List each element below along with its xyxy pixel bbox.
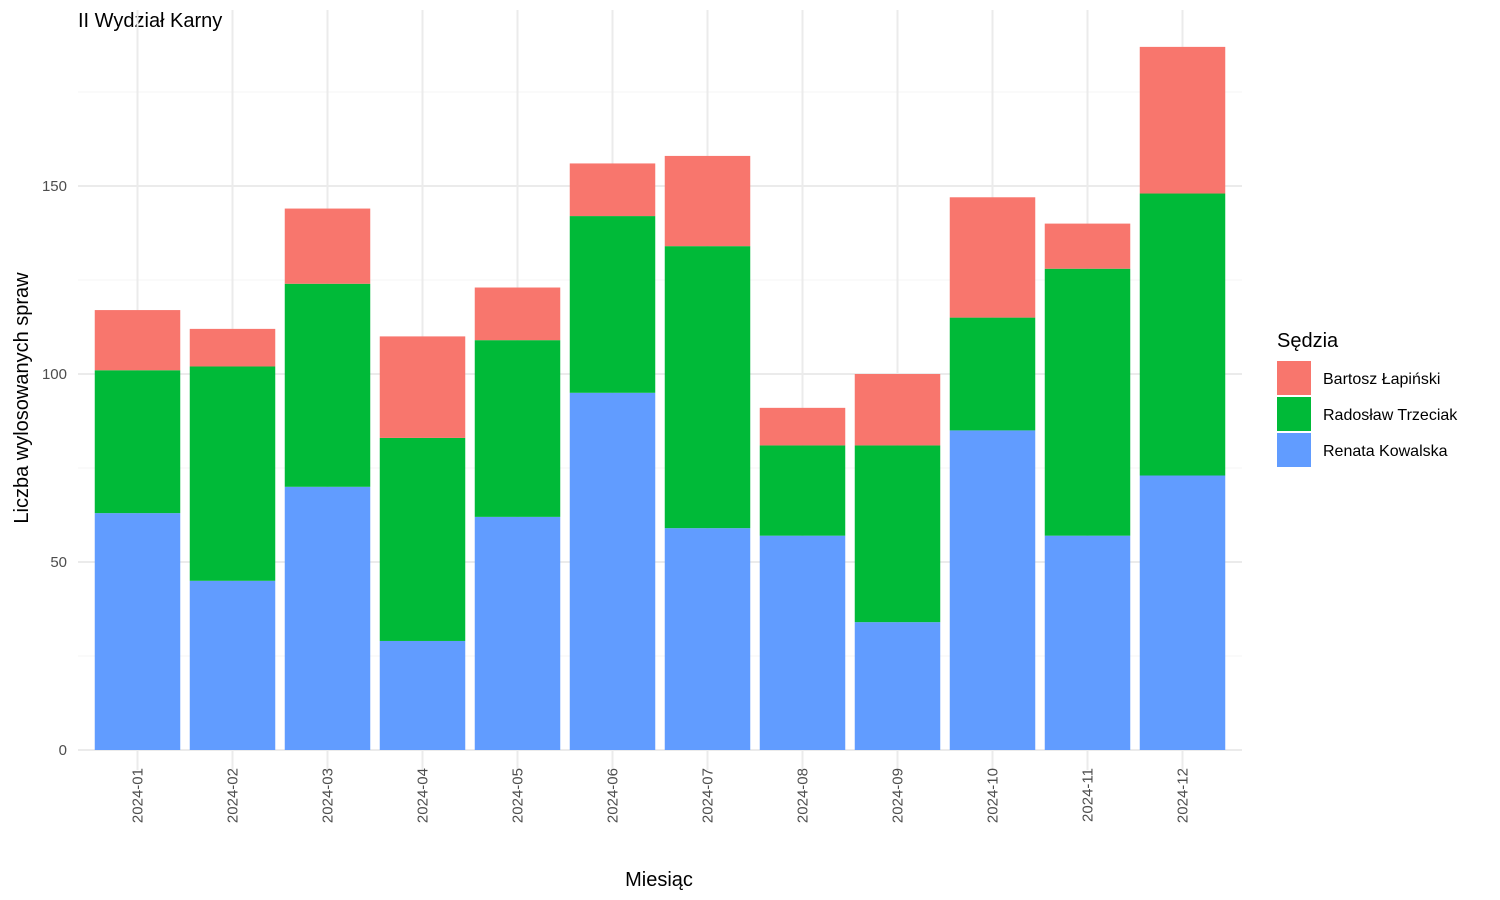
bar-bartosz-apin-ski — [379, 336, 466, 438]
x-tick-label: 2024-06 — [605, 768, 622, 823]
bar-renata-kowalska — [1044, 535, 1131, 750]
bar-bartosz-apin-ski — [1139, 46, 1226, 194]
x-tick-label: 2024-02 — [225, 768, 242, 823]
bar-bartosz-apin-ski — [189, 328, 276, 367]
chart-title: II Wydział Karny — [78, 10, 222, 32]
bar-bartosz-apin-ski — [284, 208, 371, 284]
bar-rados-aw-trzeciak — [854, 445, 941, 623]
legend-label: Bartosz Łapiński — [1323, 371, 1440, 388]
bar-rados-aw-trzeciak — [1044, 268, 1131, 536]
bar-rados-aw-trzeciak — [664, 246, 751, 529]
bar-rados-aw-trzeciak — [189, 366, 276, 581]
x-axis-ticks: 2024-01 2024-02 2024-03 2024-04 2024-05 2024-… — [130, 768, 1192, 823]
legend-swatch — [1277, 361, 1311, 395]
x-tick-label: 2024-03 — [320, 768, 337, 823]
bar-renata-kowalska — [284, 486, 371, 750]
y-tick-label: 150 — [42, 178, 67, 195]
legend-swatch — [1277, 433, 1311, 467]
bar-bartosz-apin-ski — [569, 163, 656, 217]
bar-rados-aw-trzeciak — [474, 340, 561, 517]
bar-rados-aw-trzeciak — [284, 283, 371, 487]
bar-rados-aw-trzeciak — [569, 216, 656, 393]
bar-bartosz-apin-ski — [474, 287, 561, 341]
bar-bartosz-apin-ski — [759, 407, 846, 446]
x-tick-label: 2024-04 — [415, 768, 432, 823]
bar-rados-aw-trzeciak — [949, 317, 1036, 431]
bar-bartosz-apin-ski — [1044, 223, 1131, 269]
bar-renata-kowalska — [474, 516, 561, 750]
legend-title: Sędzia — [1277, 330, 1339, 352]
bar-rados-aw-trzeciak — [759, 445, 846, 536]
x-tick-label: 2024-09 — [890, 768, 907, 823]
x-axis-title: Miesiąc — [625, 869, 693, 891]
bar-rados-aw-trzeciak — [94, 370, 181, 514]
x-tick-label: 2024-08 — [795, 768, 812, 823]
legend-label: Renata Kowalska — [1323, 443, 1448, 460]
bar-bartosz-apin-ski — [664, 155, 751, 247]
x-tick-label: 2024-11 — [1080, 768, 1097, 822]
y-tick-label: 50 — [50, 554, 67, 571]
bar-bartosz-apin-ski — [94, 310, 181, 371]
x-tick-label: 2024-05 — [510, 768, 527, 823]
legend: Sędzia Bartosz Łapiński Radosław Trzeciak… — [1277, 330, 1458, 467]
y-tick-label: 0 — [59, 742, 67, 759]
y-axis-title: Liczba wylosowanych spraw — [11, 272, 33, 524]
bar-renata-kowalska — [949, 430, 1036, 750]
x-tick-label: 2024-10 — [985, 768, 1002, 823]
legend-label: Radosław Trzeciak — [1323, 407, 1458, 424]
y-axis-ticks: 0 50 100 150 — [42, 178, 67, 759]
bar-renata-kowalska — [664, 528, 751, 750]
bar-renata-kowalska — [569, 392, 656, 750]
bar-renata-kowalska — [854, 622, 941, 750]
bar-renata-kowalska — [759, 535, 846, 750]
bar-rados-aw-trzeciak — [379, 437, 466, 641]
legend-swatch — [1277, 397, 1311, 431]
bar-renata-kowalska — [94, 513, 181, 750]
bar-renata-kowalska — [1139, 475, 1226, 750]
bar-renata-kowalska — [379, 640, 466, 750]
bars — [94, 46, 1226, 750]
bar-renata-kowalska — [189, 580, 276, 750]
bar-bartosz-apin-ski — [854, 374, 941, 446]
x-tick-label: 2024-12 — [1175, 768, 1192, 823]
y-tick-label: 100 — [42, 366, 67, 383]
bar-rados-aw-trzeciak — [1139, 193, 1226, 476]
bar-bartosz-apin-ski — [949, 197, 1036, 318]
x-tick-label: 2024-07 — [700, 768, 717, 823]
x-tick-label: 2024-01 — [130, 768, 147, 823]
